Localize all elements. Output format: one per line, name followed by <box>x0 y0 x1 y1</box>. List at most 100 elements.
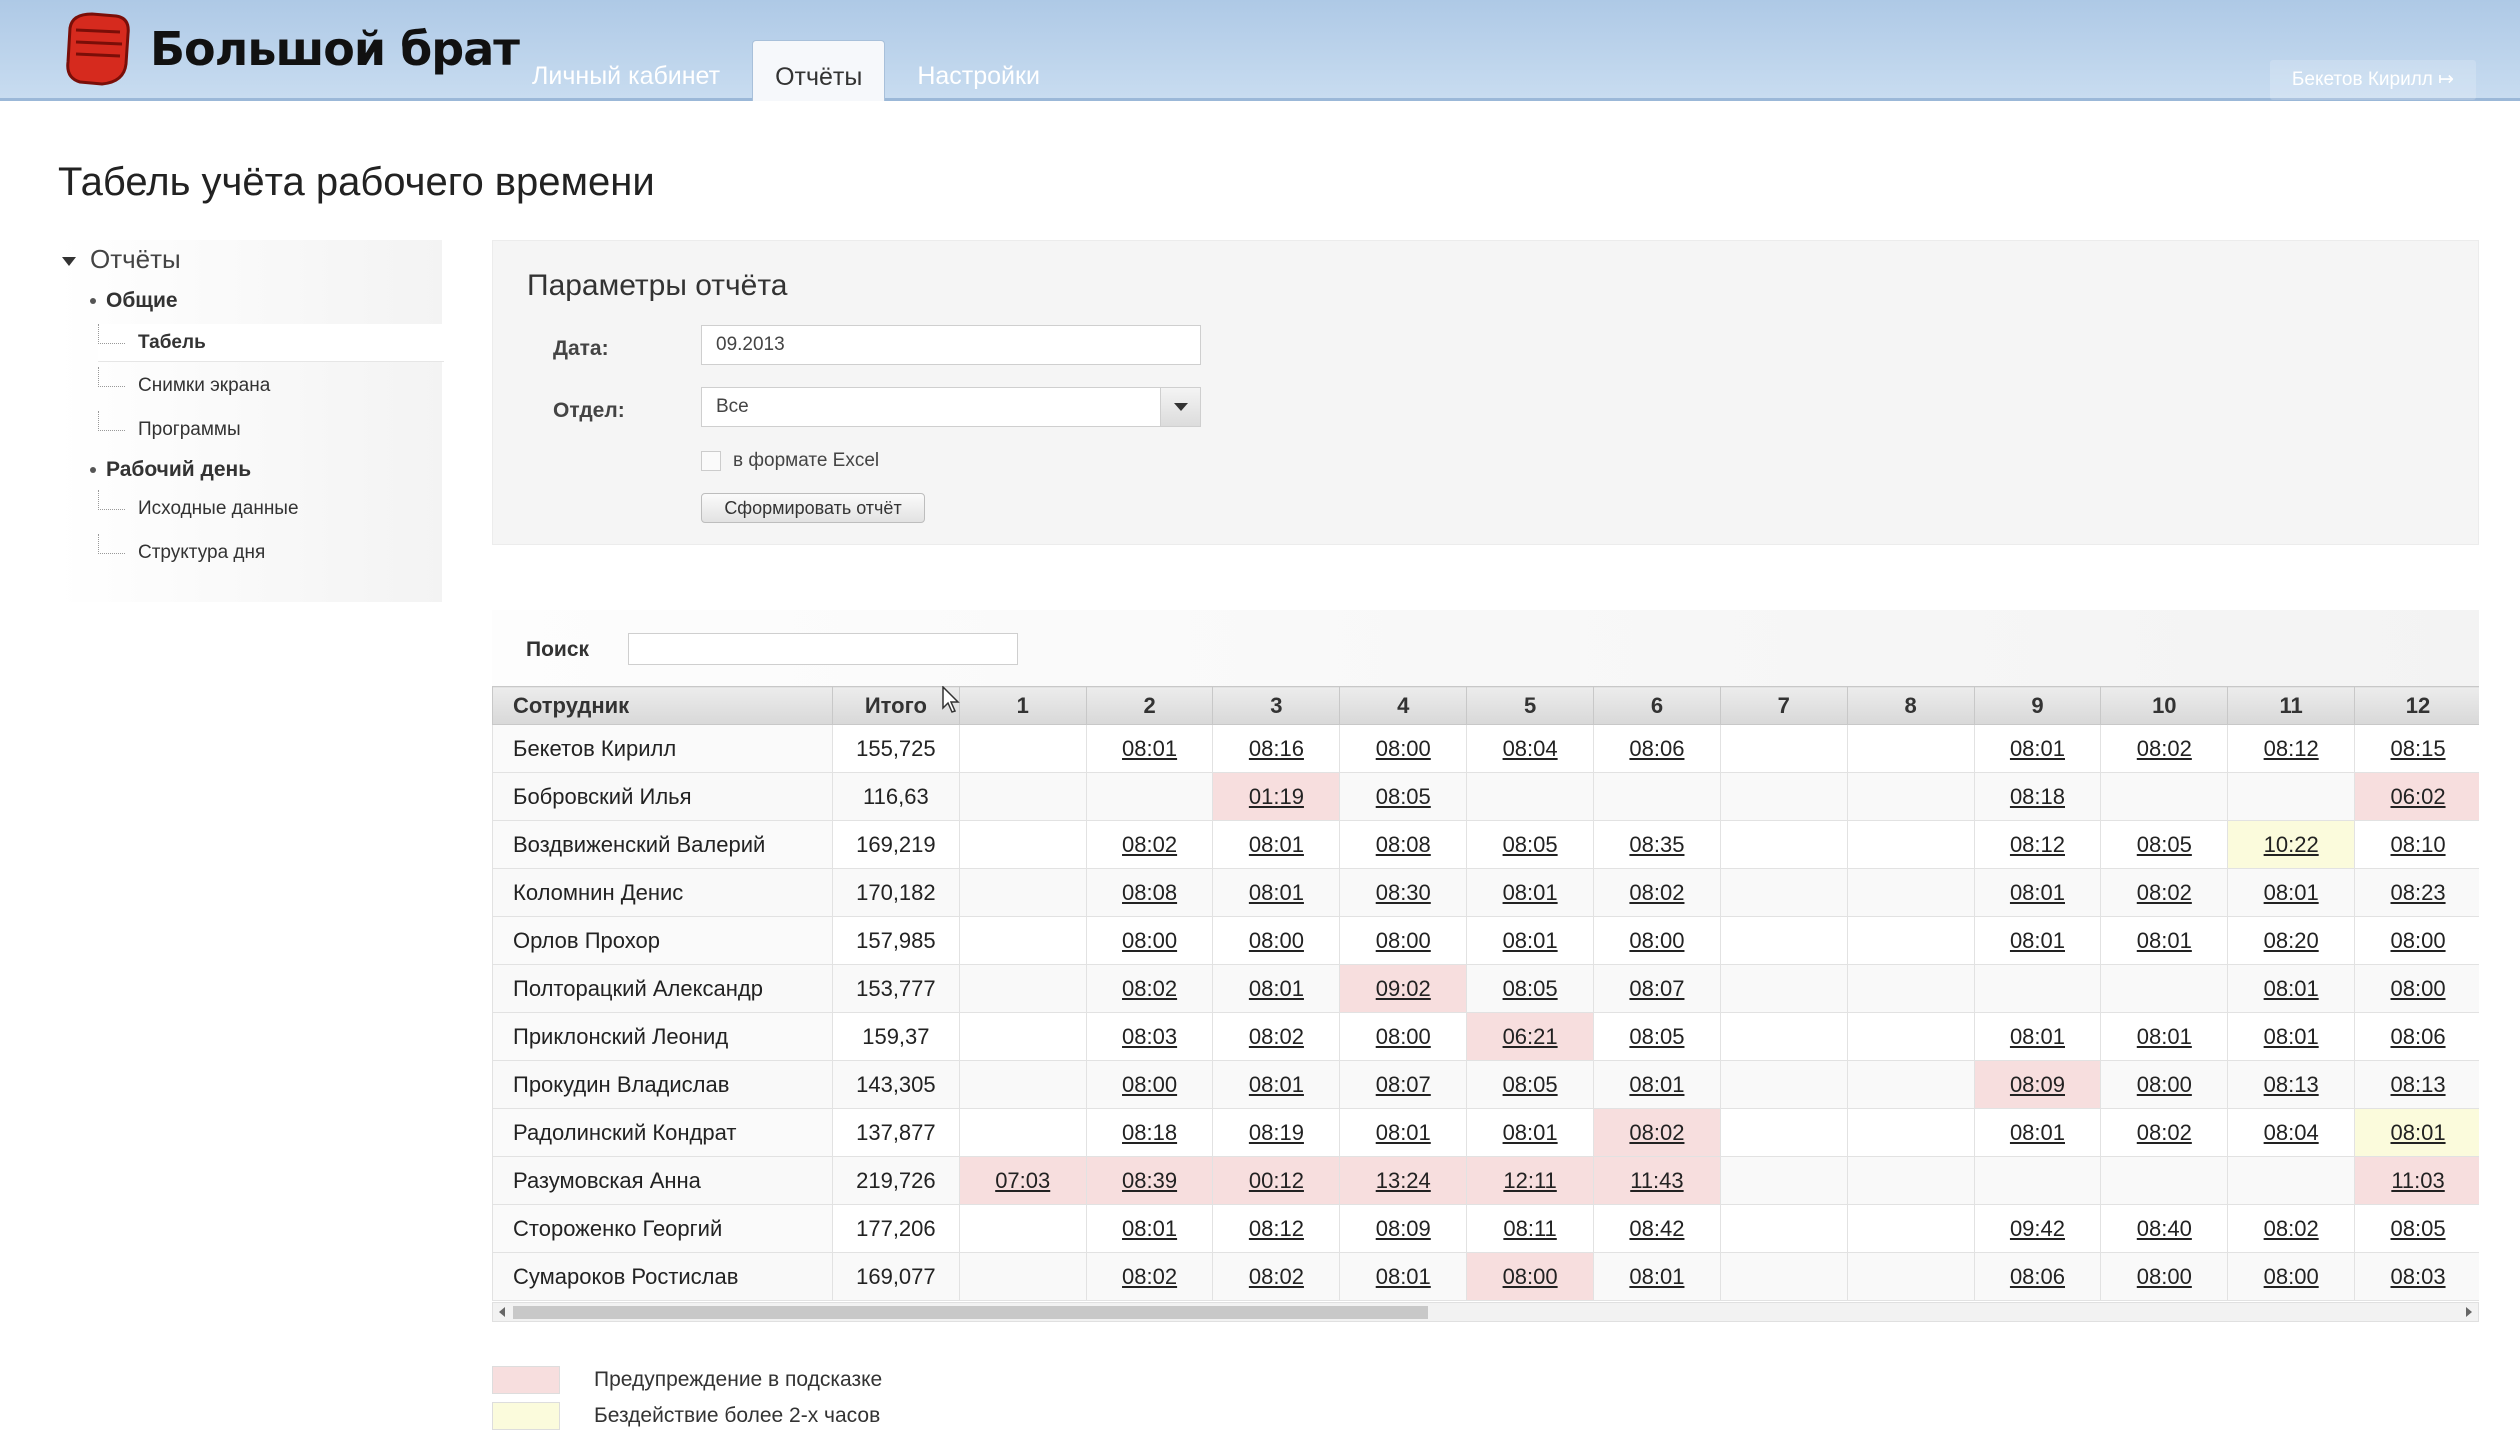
day-time-link[interactable]: 08:01 <box>1502 927 1558 953</box>
column-header-total[interactable]: Итого <box>831 686 960 725</box>
day-time-link[interactable]: 08:05 <box>1502 1071 1558 1097</box>
column-header-day[interactable]: 9 <box>1973 686 2102 725</box>
day-time-link[interactable]: 08:05 <box>1502 975 1558 1001</box>
search-input[interactable] <box>628 633 1018 665</box>
day-time-link[interactable]: 01:19 <box>1248 783 1304 809</box>
day-time-link[interactable]: 08:12 <box>1248 1215 1304 1241</box>
horizontal-scrollbar[interactable] <box>492 1302 2479 1322</box>
day-time-link[interactable]: 08:02 <box>1122 831 1178 857</box>
day-time-link[interactable]: 08:01 <box>1248 831 1304 857</box>
day-time-link[interactable]: 08:09 <box>1375 1215 1431 1241</box>
day-time-link[interactable]: 08:02 <box>1122 975 1178 1001</box>
day-time-link[interactable]: 08:05 <box>1375 783 1431 809</box>
day-time-link[interactable]: 06:21 <box>1502 1023 1558 1049</box>
day-time-link[interactable]: 08:00 <box>1248 927 1304 953</box>
day-time-link[interactable]: 08:01 <box>1122 735 1178 761</box>
day-time-link[interactable]: 08:01 <box>1375 1119 1431 1145</box>
day-time-link[interactable]: 08:01 <box>1248 975 1304 1001</box>
day-time-link[interactable]: 08:05 <box>1629 1023 1685 1049</box>
day-time-link[interactable]: 08:16 <box>1248 735 1304 761</box>
day-time-link[interactable]: 07:03 <box>995 1167 1051 1193</box>
day-time-link[interactable]: 08:03 <box>1122 1023 1178 1049</box>
day-time-link[interactable]: 08:01 <box>2136 1023 2192 1049</box>
day-time-link[interactable]: 08:02 <box>2263 1215 2319 1241</box>
day-time-link[interactable]: 08:08 <box>1375 831 1431 857</box>
day-time-link[interactable]: 08:01 <box>2009 927 2065 953</box>
day-time-link[interactable]: 08:06 <box>1629 735 1685 761</box>
day-time-link[interactable]: 08:01 <box>2009 1023 2065 1049</box>
column-header-day[interactable]: 1 <box>958 686 1087 725</box>
day-time-link[interactable]: 12:11 <box>1503 1167 1557 1193</box>
collapse-triangle-icon[interactable] <box>62 256 76 266</box>
day-time-link[interactable]: 08:13 <box>2390 1071 2446 1097</box>
column-header-day[interactable]: 6 <box>1593 686 1721 725</box>
day-time-link[interactable]: 11:03 <box>2391 1167 2445 1193</box>
day-time-link[interactable]: 08:00 <box>1122 1071 1178 1097</box>
day-time-link[interactable]: 08:02 <box>2136 735 2192 761</box>
sidebar-item-source-data[interactable]: Исходные данные <box>98 490 444 528</box>
day-time-link[interactable]: 08:07 <box>1375 1071 1431 1097</box>
day-time-link[interactable]: 08:02 <box>1248 1023 1304 1049</box>
day-time-link[interactable]: 08:01 <box>1122 1215 1178 1241</box>
day-time-link[interactable]: 08:00 <box>2136 1071 2192 1097</box>
day-time-link[interactable]: 08:02 <box>1122 1263 1178 1289</box>
day-time-link[interactable]: 08:00 <box>1375 1023 1431 1049</box>
day-time-link[interactable]: 08:01 <box>1248 879 1304 905</box>
column-header-employee[interactable]: Сотрудник <box>492 686 833 725</box>
day-time-link[interactable]: 08:04 <box>1502 735 1558 761</box>
tree-root-reports[interactable]: Отчёты <box>62 244 181 275</box>
day-time-link[interactable]: 08:18 <box>2009 783 2065 809</box>
tab-reports[interactable]: Отчёты <box>752 40 886 101</box>
sidebar-item-timesheet[interactable]: Табель <box>98 324 444 362</box>
day-time-link[interactable]: 08:01 <box>2263 975 2319 1001</box>
day-time-link[interactable]: 08:01 <box>1375 1263 1431 1289</box>
day-time-link[interactable]: 08:09 <box>2009 1071 2065 1097</box>
day-time-link[interactable]: 08:03 <box>2390 1263 2446 1289</box>
day-time-link[interactable]: 08:20 <box>2263 927 2319 953</box>
day-time-link[interactable]: 08:01 <box>1248 1071 1304 1097</box>
day-time-link[interactable]: 08:02 <box>1629 1119 1685 1145</box>
day-time-link[interactable]: 08:01 <box>2009 735 2065 761</box>
day-time-link[interactable]: 08:00 <box>1375 735 1431 761</box>
day-time-link[interactable]: 08:00 <box>2390 975 2446 1001</box>
scrollbar-thumb[interactable] <box>513 1306 1428 1319</box>
day-time-link[interactable]: 09:42 <box>2009 1215 2065 1241</box>
day-time-link[interactable]: 08:02 <box>1248 1263 1304 1289</box>
sidebar-item-screenshots[interactable]: Снимки экрана <box>98 367 444 405</box>
day-time-link[interactable]: 08:01 <box>1629 1071 1685 1097</box>
dept-select[interactable]: Все <box>701 387 1201 427</box>
day-time-link[interactable]: 08:01 <box>2263 1023 2319 1049</box>
day-time-link[interactable]: 08:07 <box>1629 975 1685 1001</box>
day-time-link[interactable]: 08:01 <box>1502 879 1558 905</box>
day-time-link[interactable]: 08:01 <box>1629 1263 1685 1289</box>
day-time-link[interactable]: 08:42 <box>1629 1215 1685 1241</box>
day-time-link[interactable]: 13:24 <box>1375 1167 1431 1193</box>
day-time-link[interactable]: 08:30 <box>1375 879 1431 905</box>
column-header-day[interactable]: 12 <box>2354 686 2479 725</box>
day-time-link[interactable]: 08:40 <box>2136 1215 2192 1241</box>
day-time-link[interactable]: 08:00 <box>2390 927 2446 953</box>
column-header-day[interactable]: 10 <box>2100 686 2229 725</box>
day-time-link[interactable]: 08:00 <box>1502 1263 1558 1289</box>
day-time-link[interactable]: 08:11 <box>1503 1215 1557 1241</box>
day-time-link[interactable]: 08:01 <box>2263 879 2319 905</box>
column-header-day[interactable]: 3 <box>1212 686 1341 725</box>
day-time-link[interactable]: 08:05 <box>2136 831 2192 857</box>
day-time-link[interactable]: 08:05 <box>1502 831 1558 857</box>
day-time-link[interactable]: 08:01 <box>2009 879 2065 905</box>
chevron-down-icon[interactable] <box>1160 388 1200 426</box>
day-time-link[interactable]: 08:01 <box>2136 927 2192 953</box>
column-header-day[interactable]: 8 <box>1846 686 1975 725</box>
tree-group-workday[interactable]: Рабочий день <box>90 458 251 482</box>
day-time-link[interactable]: 08:06 <box>2009 1263 2065 1289</box>
day-time-link[interactable]: 00:12 <box>1248 1167 1304 1193</box>
day-time-link[interactable]: 08:35 <box>1629 831 1685 857</box>
sidebar-item-day-structure[interactable]: Структура дня <box>98 534 444 572</box>
day-time-link[interactable]: 08:23 <box>2390 879 2446 905</box>
day-time-link[interactable]: 08:05 <box>2390 1215 2446 1241</box>
day-time-link[interactable]: 08:15 <box>2390 735 2446 761</box>
column-header-day[interactable]: 4 <box>1339 686 1468 725</box>
date-field[interactable]: 09.2013 <box>701 325 1201 365</box>
day-time-link[interactable]: 10:22 <box>2263 831 2319 857</box>
day-time-link[interactable]: 08:02 <box>2136 879 2192 905</box>
